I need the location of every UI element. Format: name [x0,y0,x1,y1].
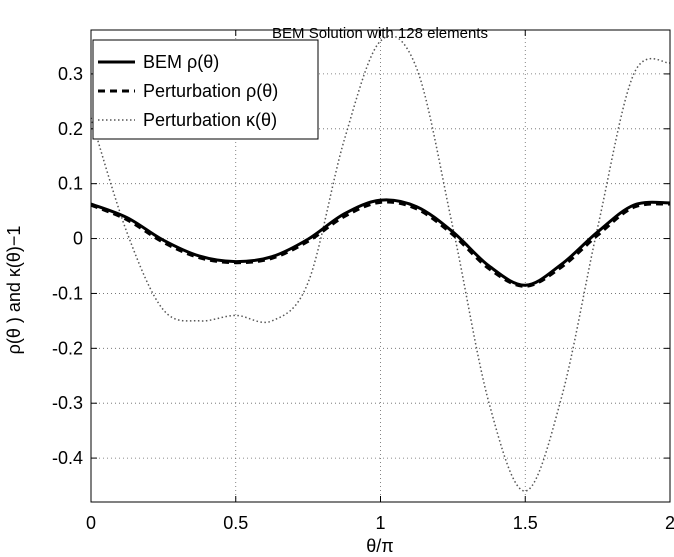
y-axis-label: ρ(θ ) and κ(θ)−1 [4,226,24,355]
x-tick-label: 1 [375,513,385,533]
x-axis-label: θ/π [366,536,393,556]
y-tick-label: -0.4 [52,448,83,468]
y-tick-label: 0.2 [58,119,83,139]
legend-label-bem: BEM ρ(θ) [143,52,219,72]
axis-ticks: 0 0.5 1 1.5 2 -0.4 -0.3 -0.2 -0.1 0 0.1 0.2 0.3 [52,30,674,533]
x-tick-label: 0 [86,513,96,533]
x-tick-label: 0.5 [223,513,248,533]
y-tick-label: -0.3 [52,393,83,413]
series-perturbation-rho-line [90,200,671,288]
series-perturbation-kappa-line [90,35,671,492]
x-tick-label: 1.5 [513,513,538,533]
x-tick-label: 2 [665,513,674,533]
y-tick-label: -0.1 [52,283,83,303]
y-tick-label: -0.2 [52,338,83,358]
plot-series [90,35,671,492]
legend-label-perturbation-rho: Perturbation ρ(θ) [143,81,278,101]
legend-box [92,39,319,140]
series-bem-rho-line [90,198,671,287]
y-tick-label: 0 [73,229,83,249]
legend-label-perturbation-kappa: Perturbation κ(θ) [143,110,277,130]
y-tick-label: 0.1 [58,174,83,194]
y-tick-label: 0.3 [58,64,83,84]
legend: BEM ρ(θ) Perturbation ρ(θ) Perturbation … [92,39,319,140]
